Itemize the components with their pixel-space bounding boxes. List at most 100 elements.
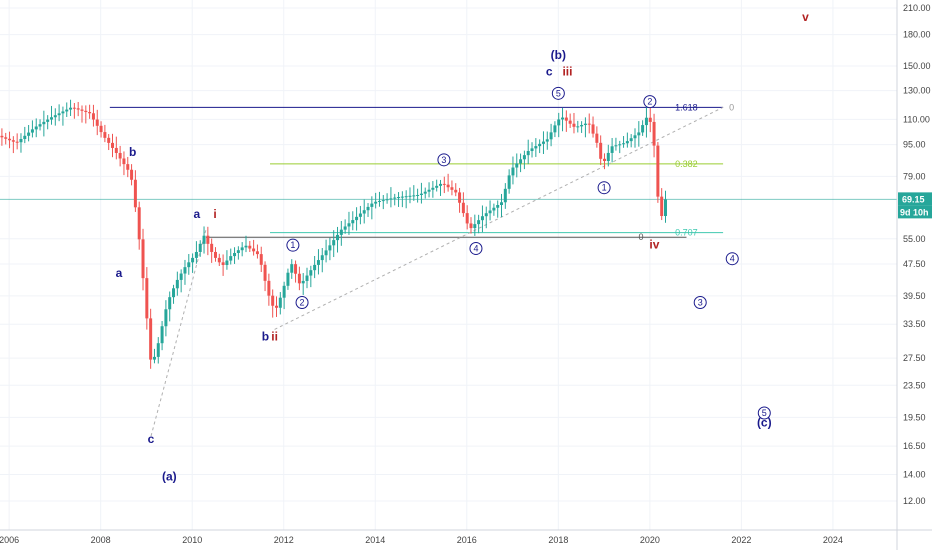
- fib-level-label: 0.707: [675, 228, 698, 238]
- wave-circle-label: 3: [698, 297, 703, 307]
- wave-label: (a): [162, 470, 177, 484]
- candle-body: [545, 139, 549, 142]
- y-tick-label: 33.50: [903, 319, 926, 329]
- candle-body: [229, 256, 233, 261]
- candle-body: [202, 235, 206, 244]
- y-tick-label: 27.50: [903, 353, 926, 363]
- x-tick-label: 2016: [457, 535, 477, 545]
- candle-body: [446, 184, 450, 188]
- candle-body: [423, 191, 427, 194]
- wave-circle: [643, 95, 657, 109]
- candle-body: [564, 117, 568, 121]
- candle-body: [404, 196, 408, 198]
- candle-body: [381, 200, 385, 202]
- candle-body: [15, 141, 19, 143]
- candle-body: [458, 192, 462, 203]
- wave-circle: [693, 295, 707, 309]
- candle-body: [660, 196, 664, 217]
- candle-body: [339, 229, 343, 235]
- candle-body: [255, 251, 259, 255]
- candle-body: [0, 135, 4, 138]
- wave-circle-label: 1: [290, 240, 295, 250]
- candle-body: [290, 264, 294, 273]
- candle-body: [507, 175, 511, 189]
- candle-body: [30, 129, 34, 133]
- candle-body: [160, 326, 164, 344]
- candle-body: [351, 220, 355, 224]
- candle-body: [526, 151, 530, 156]
- candle-body: [400, 196, 404, 198]
- candle-body: [103, 132, 107, 138]
- candle-body: [278, 297, 282, 308]
- candle-body: [152, 356, 156, 360]
- candle-body: [107, 137, 111, 143]
- candle-body: [305, 275, 309, 281]
- candle-body: [484, 213, 488, 217]
- wave-label: v: [802, 10, 809, 24]
- candle-body: [477, 220, 481, 225]
- candle-body: [72, 107, 76, 109]
- candle-body: [141, 239, 145, 279]
- wave-label: b: [129, 145, 136, 159]
- candle-body: [95, 119, 99, 126]
- candle-body: [46, 119, 50, 122]
- candle-body: [274, 305, 278, 308]
- candle-body: [213, 251, 217, 258]
- candle-body: [347, 223, 351, 227]
- wave-circle-label: 2: [647, 97, 652, 107]
- candle-body: [53, 115, 57, 118]
- wave-label: b: [262, 329, 269, 343]
- wave-circle-labels: 5 2 3 1 1 4 2 4 3 5: [286, 86, 771, 420]
- y-tick-label: 150.00: [903, 61, 931, 71]
- wave-circle: [551, 86, 565, 100]
- wave-label: c: [148, 432, 155, 446]
- candle-body: [328, 245, 332, 251]
- candle-body: [625, 141, 629, 144]
- candle-body: [175, 279, 179, 289]
- candle-body: [541, 141, 545, 144]
- candle-body: [259, 254, 263, 265]
- candle-body: [137, 207, 141, 240]
- candle-body: [240, 247, 244, 251]
- candle-body: [271, 295, 275, 306]
- y-tick-label: 130.00: [903, 86, 931, 96]
- y-tick-label: 12.00: [903, 496, 926, 506]
- candle-body: [194, 251, 198, 258]
- candle-body: [320, 255, 324, 261]
- candle-body: [488, 210, 492, 214]
- candle-body: [355, 216, 359, 221]
- candle-body: [496, 205, 500, 208]
- candle-body: [511, 167, 515, 176]
- wave-label: a: [193, 207, 200, 221]
- candle-body: [99, 125, 103, 133]
- last-price-tag: [898, 192, 932, 206]
- candle-body: [11, 140, 15, 142]
- candle-body: [236, 250, 240, 253]
- candle-body: [198, 243, 202, 252]
- candle-body: [469, 223, 473, 229]
- candle-body: [377, 200, 381, 202]
- candle-body: [27, 132, 31, 136]
- candle-body: [172, 288, 176, 298]
- candle-body: [252, 248, 256, 252]
- candle-body: [324, 250, 328, 256]
- candle-body: [88, 112, 92, 114]
- candle-body: [641, 125, 645, 133]
- wave-label: i: [213, 207, 216, 221]
- candle-body: [91, 113, 95, 120]
- y-tick-label: 39.50: [903, 291, 926, 301]
- candle-body: [80, 109, 84, 111]
- candle-body: [442, 183, 446, 185]
- y-tick-label: 19.50: [903, 412, 926, 422]
- candle-body: [374, 201, 378, 204]
- y-tick-label: 55.00: [903, 234, 926, 244]
- candle-body: [500, 202, 504, 206]
- candle-body: [69, 107, 73, 110]
- candle-body: [286, 272, 290, 286]
- candle-body: [358, 213, 362, 217]
- candle-body: [164, 309, 168, 327]
- candle-body: [461, 202, 465, 214]
- candle-body: [244, 245, 248, 248]
- candle-body: [389, 198, 393, 200]
